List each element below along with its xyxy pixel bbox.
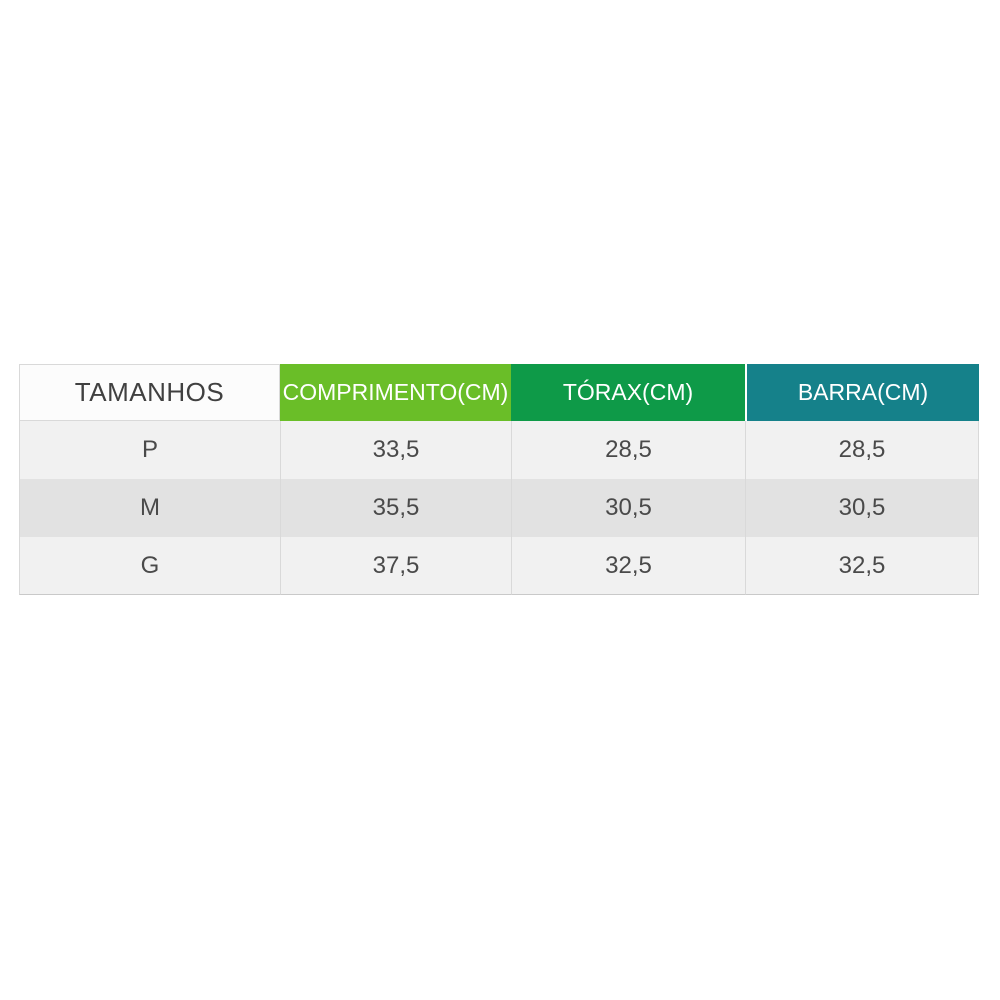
cell-torax: 30,5 xyxy=(511,479,745,537)
cell-tamanho: P xyxy=(19,421,280,479)
cell-barra: 28,5 xyxy=(745,421,979,479)
cell-comprimento: 37,5 xyxy=(280,537,511,595)
cell-barra: 32,5 xyxy=(745,537,979,595)
cell-comprimento: 35,5 xyxy=(280,479,511,537)
cell-torax: 32,5 xyxy=(511,537,745,595)
table-row-m: M 35,5 30,5 30,5 xyxy=(19,479,979,537)
column-header-torax: TÓRAX(CM) xyxy=(511,364,745,421)
column-header-comprimento: COMPRIMENTO(CM) xyxy=(280,364,511,421)
column-header-tamanhos: TAMANHOS xyxy=(19,364,280,421)
column-header-barra: BARRA(CM) xyxy=(745,364,979,421)
cell-tamanho: M xyxy=(19,479,280,537)
table-row-p: P 33,5 28,5 28,5 xyxy=(19,421,979,479)
table-header-row: TAMANHOS COMPRIMENTO(CM) TÓRAX(CM) BARRA… xyxy=(19,364,979,421)
cell-barra: 30,5 xyxy=(745,479,979,537)
cell-torax: 28,5 xyxy=(511,421,745,479)
size-table: TAMANHOS COMPRIMENTO(CM) TÓRAX(CM) BARRA… xyxy=(19,364,979,595)
cell-tamanho: G xyxy=(19,537,280,595)
table-row-g: G 37,5 32,5 32,5 xyxy=(19,537,979,595)
cell-comprimento: 33,5 xyxy=(280,421,511,479)
